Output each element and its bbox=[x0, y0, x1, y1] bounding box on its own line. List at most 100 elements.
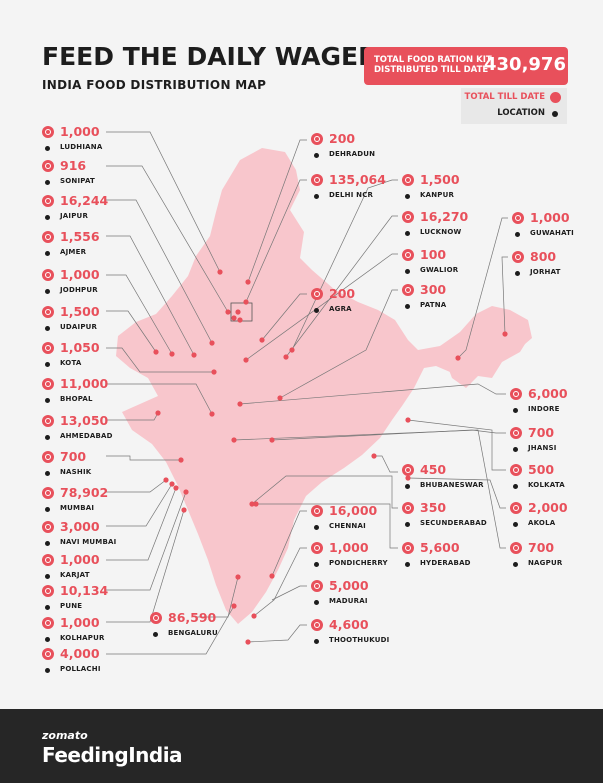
value-guwahati: 1,000 bbox=[530, 210, 570, 225]
location-marker bbox=[163, 477, 169, 483]
location-marker bbox=[237, 317, 243, 323]
leader-line bbox=[279, 289, 398, 399]
total-summary-box: TOTAL FOOD RATION KIT DISTRIBUTED TILL D… bbox=[364, 47, 568, 85]
value-gwalior: 100 bbox=[420, 247, 447, 262]
location-marker bbox=[253, 501, 259, 507]
location-dot-icon bbox=[405, 484, 410, 489]
value-navi-mumbai: 3,000 bbox=[60, 519, 100, 534]
location-dot-icon bbox=[513, 447, 518, 452]
value-secunderabad: 350 bbox=[420, 500, 447, 515]
location-dot-icon bbox=[405, 304, 410, 309]
ration-kit-icon bbox=[402, 211, 414, 223]
value-nagpur: 700 bbox=[528, 540, 555, 555]
value-lucknow: 16,270 bbox=[420, 209, 469, 224]
leader-line bbox=[106, 310, 157, 353]
location-dot-icon bbox=[45, 215, 50, 220]
ration-kit-icon bbox=[510, 542, 522, 554]
ration-kit-icon bbox=[512, 251, 524, 263]
location-marker bbox=[173, 485, 179, 491]
name-pollachi: POLLACHI bbox=[60, 665, 101, 673]
location-marker bbox=[269, 437, 275, 443]
value-indore: 6,000 bbox=[528, 386, 568, 401]
ration-kit-icon bbox=[402, 464, 414, 476]
location-dot-icon bbox=[314, 562, 319, 567]
location-marker bbox=[289, 347, 295, 353]
location-marker bbox=[455, 355, 461, 361]
name-karjat: KARJAT bbox=[60, 571, 90, 579]
ration-kit-icon bbox=[311, 133, 323, 145]
location-marker bbox=[251, 613, 257, 619]
leader-line bbox=[196, 576, 239, 618]
leader-line bbox=[457, 217, 508, 359]
location-marker bbox=[405, 417, 411, 423]
location-dot-icon bbox=[513, 408, 518, 413]
location-marker bbox=[191, 352, 197, 358]
india-outline bbox=[116, 148, 532, 624]
location-marker bbox=[209, 411, 215, 417]
value-udaipur: 1,500 bbox=[60, 304, 100, 319]
value-hyderabad: 5,600 bbox=[420, 540, 460, 555]
leader-line bbox=[106, 131, 221, 273]
location-marker bbox=[169, 481, 175, 487]
location-dot-icon bbox=[405, 269, 410, 274]
leader-line bbox=[106, 165, 229, 313]
total-label-line2: DISTRIBUTED TILL DATE bbox=[374, 65, 489, 75]
ration-kit-icon bbox=[42, 648, 54, 660]
name-kota: KOTA bbox=[60, 359, 82, 367]
ration-kit-icon bbox=[150, 612, 162, 624]
name-bhubaneswar: BHUBANESWAR bbox=[420, 481, 484, 489]
value-bhubaneswar: 450 bbox=[420, 462, 447, 477]
leader-line bbox=[106, 199, 213, 344]
leader-line bbox=[106, 383, 213, 415]
name-guwahati: GUWAHATI bbox=[530, 229, 574, 237]
ration-kit-icon bbox=[510, 427, 522, 439]
location-dot-icon bbox=[45, 637, 50, 642]
ration-kit-icon bbox=[42, 126, 54, 138]
value-chennai: 16,000 bbox=[329, 503, 378, 518]
name-kolkata: KOLKATA bbox=[528, 481, 565, 489]
location-dot-icon bbox=[45, 251, 50, 256]
name-madurai: MADURAI bbox=[329, 597, 368, 605]
value-kolkata: 500 bbox=[528, 462, 555, 477]
leader-line bbox=[106, 235, 195, 356]
location-marker bbox=[245, 279, 251, 285]
leader-line bbox=[261, 293, 307, 341]
location-marker bbox=[245, 639, 251, 645]
location-marker bbox=[225, 309, 231, 315]
ration-kit-icon bbox=[550, 92, 561, 103]
name-mumbai: MUMBAI bbox=[60, 504, 95, 512]
ration-kit-icon bbox=[42, 306, 54, 318]
leader-line bbox=[291, 179, 398, 351]
name-dehradun: DEHRADUN bbox=[329, 150, 376, 158]
ration-kit-icon bbox=[42, 585, 54, 597]
page-subtitle: INDIA FOOD DISTRIBUTION MAP bbox=[42, 78, 267, 92]
name-agra: AGRA bbox=[329, 305, 352, 313]
location-dot-icon bbox=[513, 484, 518, 489]
location-dot-icon bbox=[314, 153, 319, 158]
value-kolhapur: 1,000 bbox=[60, 615, 100, 630]
name-pondicherry: PONDICHERRY bbox=[329, 559, 388, 567]
leader-line bbox=[407, 477, 506, 509]
location-dot-icon bbox=[45, 541, 50, 546]
total-label: TOTAL FOOD RATION KIT DISTRIBUTED TILL D… bbox=[374, 55, 492, 75]
name-jodhpur: JODHPUR bbox=[60, 286, 98, 294]
name-navi-mumbai: NAVI MUMBAI bbox=[60, 538, 117, 546]
ration-kit-icon bbox=[42, 160, 54, 172]
value-jhansi: 700 bbox=[528, 425, 555, 440]
leader-line bbox=[271, 429, 506, 441]
location-marker bbox=[235, 574, 241, 580]
leader-line bbox=[106, 479, 167, 493]
name-kanpur: KANPUR bbox=[420, 191, 455, 199]
location-marker bbox=[155, 410, 161, 416]
ration-kit-icon bbox=[311, 542, 323, 554]
name-bengaluru: BENGALURU bbox=[168, 629, 218, 637]
leader-line bbox=[251, 475, 398, 509]
ration-kit-icon bbox=[42, 617, 54, 629]
northeast-region bbox=[440, 322, 530, 388]
location-marker bbox=[259, 337, 265, 343]
value-madurai: 5,000 bbox=[329, 578, 369, 593]
value-dehradun: 200 bbox=[329, 131, 356, 146]
name-ajmer: AJMER bbox=[60, 248, 87, 256]
name-hyderabad: HYDERABAD bbox=[420, 559, 471, 567]
location-marker bbox=[237, 401, 243, 407]
